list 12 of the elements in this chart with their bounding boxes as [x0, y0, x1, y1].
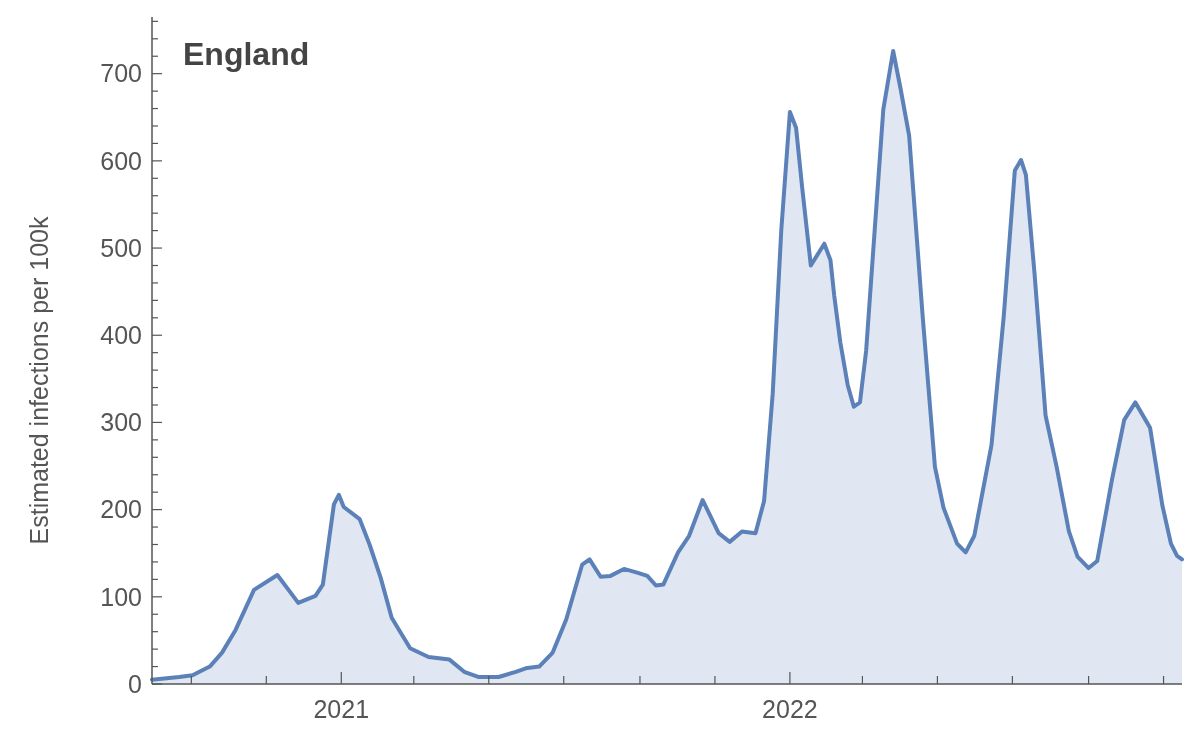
y-tick-label: 600: [100, 146, 142, 175]
x-tick-label: 2021: [313, 695, 370, 723]
y-tick-label: 400: [100, 320, 142, 349]
y-tick-label: 0: [128, 669, 142, 698]
y-tick-label: 100: [100, 582, 142, 611]
text: England: [183, 36, 310, 72]
x-tick-label: 2022: [762, 695, 818, 723]
y-tick-label: 300: [100, 408, 142, 437]
y-axis-title: Estimated infections per 100k: [25, 216, 53, 545]
y-tick-label: 200: [100, 495, 142, 524]
y-tick-label: 500: [100, 233, 142, 262]
y-tick-label: 700: [100, 59, 142, 88]
